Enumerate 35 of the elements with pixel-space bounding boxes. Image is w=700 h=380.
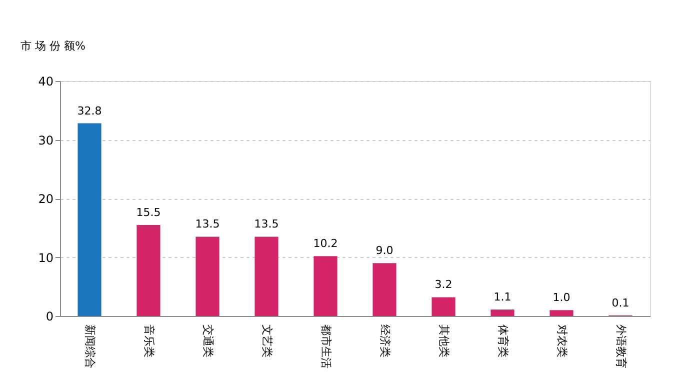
bar bbox=[78, 123, 102, 316]
y-tick-label: 20 bbox=[38, 192, 54, 206]
bar bbox=[372, 263, 396, 316]
y-tick-label: 10 bbox=[38, 250, 54, 265]
x-tick-label: 新闻综合 bbox=[84, 324, 96, 368]
y-axis-title: 市 场 份 额% bbox=[20, 40, 86, 52]
bar bbox=[432, 297, 456, 316]
data-label: 15.5 bbox=[136, 206, 161, 219]
x-tick-label: 体育类 bbox=[496, 324, 510, 358]
x-tick-label: 交通类 bbox=[202, 324, 214, 358]
bar bbox=[314, 256, 338, 316]
data-label: 32.8 bbox=[77, 104, 102, 118]
x-tick-label: 外语教育 bbox=[614, 324, 628, 368]
x-tick-label: 经济类 bbox=[378, 324, 392, 358]
data-label: 1.1 bbox=[494, 290, 512, 304]
bar bbox=[136, 224, 160, 316]
y-tick-label: 40 bbox=[38, 74, 54, 88]
data-label: 10.2 bbox=[313, 237, 338, 250]
data-label: 0.1 bbox=[612, 296, 630, 310]
y-tick-label: 30 bbox=[38, 133, 54, 148]
bar bbox=[490, 310, 514, 316]
data-label: 9.0 bbox=[376, 244, 394, 258]
data-label: 13.5 bbox=[254, 218, 279, 231]
y-tick-label: 0 bbox=[46, 310, 54, 324]
bar bbox=[254, 236, 278, 316]
data-label: 13.5 bbox=[195, 218, 220, 231]
bar bbox=[196, 236, 220, 316]
x-tick-label: 对农类 bbox=[556, 324, 568, 358]
bar bbox=[550, 310, 574, 316]
data-label: 1.0 bbox=[552, 291, 570, 304]
x-tick-label: 其他类 bbox=[438, 324, 450, 358]
x-tick-label: 文艺类 bbox=[260, 324, 274, 358]
x-tick-label: 都市生活 bbox=[320, 324, 332, 368]
x-tick-label: 音乐类 bbox=[142, 324, 156, 358]
data-label: 3.2 bbox=[434, 278, 452, 292]
